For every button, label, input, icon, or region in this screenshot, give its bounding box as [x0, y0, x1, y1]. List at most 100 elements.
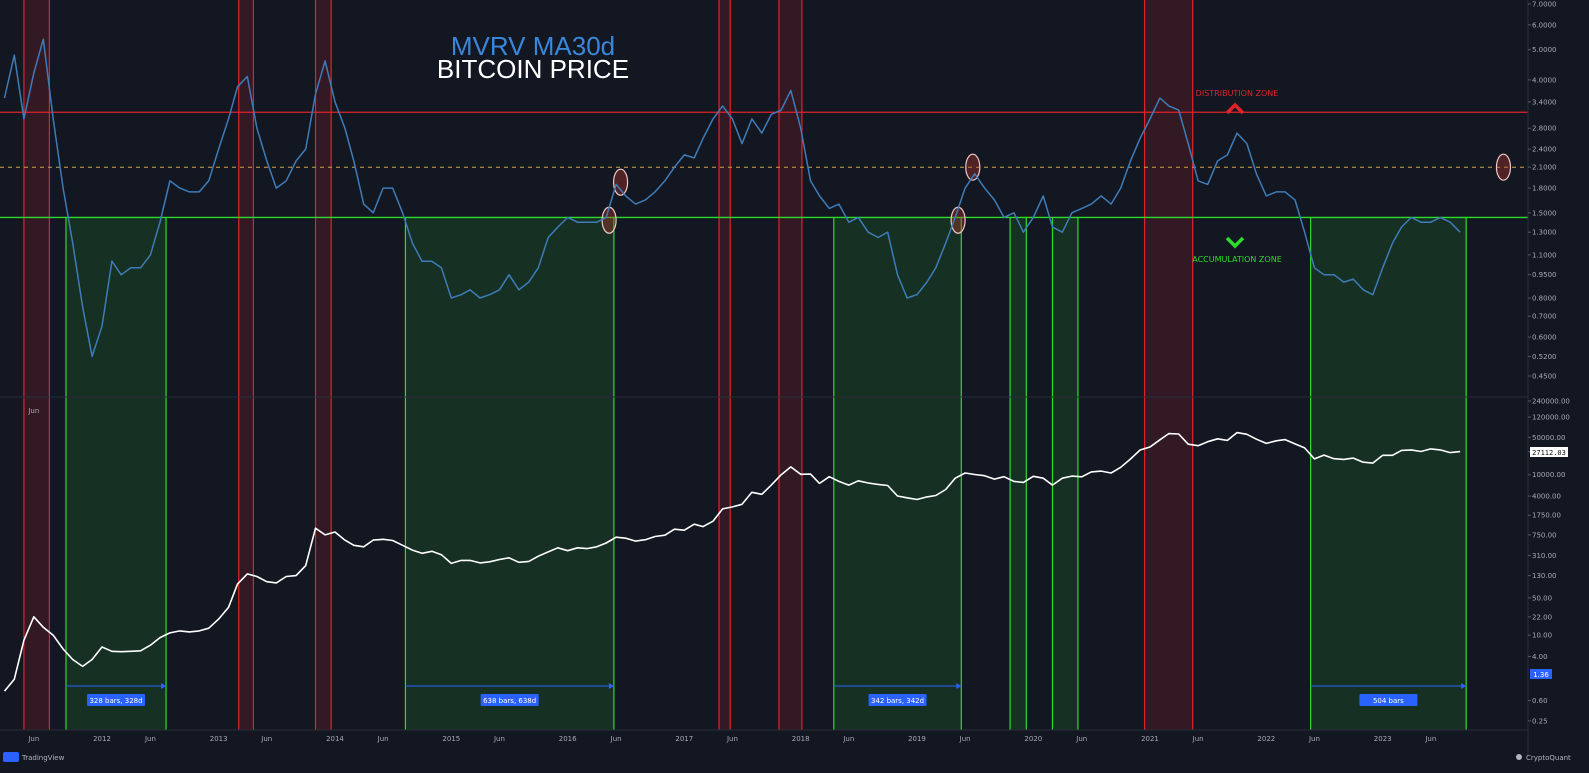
x-tick-label: 2013 [210, 735, 228, 743]
mvrv-y-tick-label: 0.5200 [1532, 353, 1557, 361]
price-y-tick-label: 0.25 [1532, 717, 1548, 725]
mvrv-y-tick-label: 1.5000 [1532, 209, 1557, 217]
circled-point [965, 153, 981, 181]
cryptoquant-logo[interactable]: CryptoQuant [1516, 754, 1571, 762]
range-label-text: 342 bars, 342d [871, 697, 924, 705]
accumulation-band [833, 217, 962, 730]
x-tick-label: 2014 [326, 735, 344, 743]
chevron-up-icon [1225, 102, 1245, 115]
x-tick-label: Jun [726, 735, 738, 743]
x-tick-label: 2022 [1257, 735, 1275, 743]
distribution-band [238, 0, 254, 730]
mvrv-y-tick-label: 7.0000 [1532, 1, 1557, 9]
price-series-line [3, 431, 1461, 692]
chevron-down-icon [1225, 236, 1245, 249]
mvrv-y-tick-label: 3.4000 [1532, 98, 1557, 106]
cryptoquant-label: CryptoQuant [1526, 754, 1571, 762]
price-marker-tag [1530, 669, 1552, 679]
last-price-tag [1530, 447, 1568, 457]
x-tick-label: 2019 [908, 735, 926, 743]
distribution-band [1144, 0, 1193, 730]
mvrv-y-tick-label: 5.0000 [1532, 46, 1557, 54]
time-scale[interactable]: Jun 2012 Jun 2013 Jun 2014 Jun 2015 Jun 2016 Jun 20… [27, 407, 1436, 743]
btc-price-scale[interactable]: 240000.00120000.0050000.0027000.0010000.… [1528, 397, 1570, 725]
x-tick-label: Jun [144, 735, 156, 743]
x-tick-label: 2023 [1374, 735, 1392, 743]
range-label-text: 328 bars, 328d [89, 697, 142, 705]
x-tick-label: Jun [610, 735, 622, 743]
price-y-tick-label: 50.00 [1532, 594, 1552, 602]
range-labels: 328 bars, 328d 638 bars, 638d 342 bars, 34… [65, 683, 1467, 706]
x-tick-label: Jun [1192, 735, 1204, 743]
price-y-tick-label: 1750.00 [1532, 512, 1561, 520]
range-label-box [868, 694, 927, 706]
x-tick-label: 2015 [442, 735, 460, 743]
mvrv-y-tick-label: 0.9500 [1532, 271, 1557, 279]
arrow-right-icon [608, 683, 614, 689]
tradingview-icon [3, 752, 19, 762]
mvrv-y-tick-label: 1.1000 [1532, 251, 1557, 259]
x-tick-label: Jun [842, 735, 854, 743]
arrow-right-icon [161, 683, 167, 689]
price-y-tick-label: 10.00 [1532, 632, 1552, 640]
accumulation-band [1052, 217, 1078, 730]
circled-point [1495, 153, 1512, 181]
circled-point [612, 168, 629, 196]
range-label-text: 638 bars, 638d [483, 697, 536, 705]
tradingview-label: TradingView [21, 754, 65, 762]
arrow-right-icon [1461, 683, 1467, 689]
price-y-tick-label: 50000.00 [1532, 434, 1565, 442]
mvrv-y-tick-label: 2.4000 [1532, 146, 1557, 154]
x-tick-label: Jun [377, 735, 389, 743]
mvrv-y-tick-label: 0.7000 [1532, 313, 1557, 321]
x-tick-label: Jun [27, 735, 39, 743]
mvrv-y-tick-label: 0.8000 [1532, 295, 1557, 303]
distribution-zone-label: DISTRIBUTION ZONE [1196, 89, 1279, 98]
mvrv-y-tick-label: 1.8000 [1532, 185, 1557, 193]
price-y-tick-label: 4000.00 [1532, 493, 1561, 501]
price-y-tick-label: 130.00 [1532, 572, 1557, 580]
last-price-value: 27112.03 [1532, 449, 1566, 457]
x-tick-label: Jun [1075, 735, 1087, 743]
x-tick-label: Jun [1424, 735, 1436, 743]
mvrv-y-tick-label: 2.8000 [1532, 125, 1557, 133]
title-bitcoin-price: BITCOIN PRICE [437, 54, 629, 84]
price-y-tick-label: 120000.00 [1532, 414, 1570, 422]
zone-bands [23, 0, 1467, 730]
accumulation-band [405, 217, 614, 730]
price-y-tick-label: 750.00 [1532, 531, 1557, 539]
mvrv-series-line [3, 38, 1461, 358]
range-label-box [87, 694, 146, 706]
title-mvrv: MVRV MA30d [451, 31, 615, 61]
x-tick-label: 2020 [1024, 735, 1042, 743]
x-tick-label: 2021 [1141, 735, 1159, 743]
mvrv-price-scale[interactable]: 7.0000 6.0000 5.0000 4.0000 3.4000 2.8000 2.40… [1528, 1, 1557, 381]
mvrv-y-tick-label: 6.0000 [1532, 21, 1557, 29]
price-y-tick-label: 4.00 [1532, 653, 1548, 661]
circled-point [950, 206, 966, 234]
x-tick-label-top: Jun [27, 407, 39, 415]
price-y-tick-label: 22.00 [1532, 613, 1552, 621]
accumulation-band [1010, 217, 1027, 730]
range-label-box [1359, 694, 1418, 706]
x-tick-label: Jun [1308, 735, 1320, 743]
mvrv-y-tick-label: 4.0000 [1532, 76, 1557, 84]
arrow-right-icon [956, 683, 962, 689]
accumulation-band [1310, 217, 1467, 730]
distribution-band [23, 0, 50, 730]
distribution-band [778, 0, 802, 730]
range-label-box [480, 694, 539, 706]
mvrv-y-tick-label: 2.1000 [1532, 164, 1557, 172]
x-tick-label: 2012 [93, 735, 111, 743]
series-lines [3, 38, 1461, 692]
x-tick-label: 2016 [559, 735, 577, 743]
x-tick-label: Jun [959, 735, 971, 743]
cryptoquant-icon [1516, 754, 1522, 760]
tradingview-logo[interactable]: TradingView [3, 752, 65, 762]
mvrv-y-tick-label: 1.3000 [1532, 229, 1557, 237]
mvrv-y-tick-label: 0.6000 [1532, 334, 1557, 342]
distribution-band [719, 0, 731, 730]
price-y-tick-label: 10000.00 [1532, 471, 1565, 479]
